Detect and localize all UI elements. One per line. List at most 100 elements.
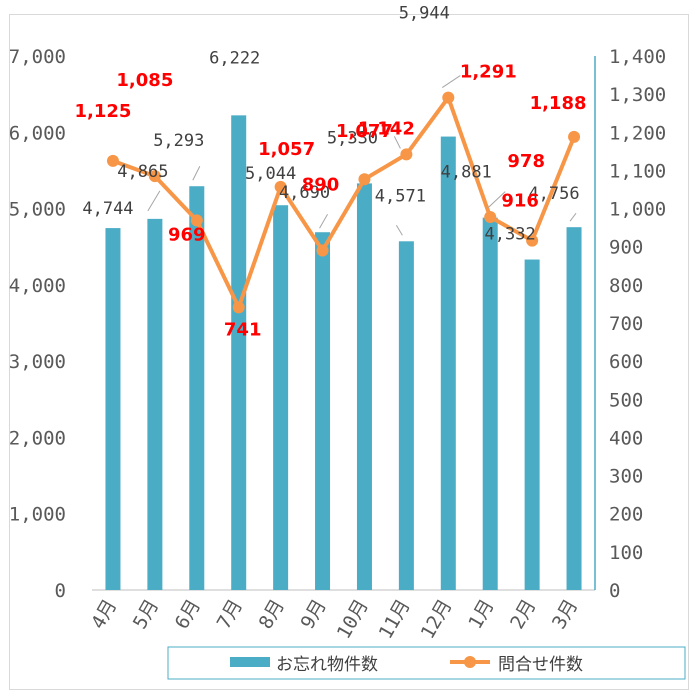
- x-tick-label: 10月: [333, 596, 373, 643]
- y-right-tick-label: 500: [609, 389, 643, 411]
- y-left-tick-label: 4,000: [9, 275, 66, 297]
- bar-data-label: 4,881: [441, 163, 492, 183]
- line-data-label: 969: [168, 224, 206, 245]
- x-tick-label: 6月: [171, 596, 205, 633]
- bar-label-leader: [319, 213, 328, 229]
- bar: [147, 218, 163, 590]
- bar: [566, 227, 582, 590]
- y-right-tick-label: 600: [609, 351, 643, 373]
- y-right-tick-label: 1,000: [609, 199, 666, 221]
- y-right-tick-label: 200: [609, 504, 643, 526]
- y-right-tick-label: 100: [609, 542, 643, 564]
- y-left-tick-label: 1,000: [9, 504, 66, 526]
- line-point: [106, 154, 119, 167]
- bar: [273, 205, 289, 591]
- line-data-label: 978: [507, 151, 545, 172]
- y-right-tick-label: 400: [609, 427, 643, 449]
- bar-data-label: 4,865: [117, 162, 168, 182]
- bar-label-leader: [487, 191, 506, 209]
- x-tick-label: 4月: [87, 596, 121, 633]
- line-label-leader: [393, 136, 401, 149]
- line-point: [568, 130, 581, 143]
- bar-label-leader: [147, 190, 161, 212]
- y-left-tick-label: 6,000: [9, 122, 66, 144]
- bar: [315, 232, 331, 590]
- bar: [524, 259, 540, 590]
- y-left-tick-label: 0: [55, 580, 66, 602]
- line-point: [400, 148, 413, 161]
- line-data-label: 1,057: [258, 139, 315, 160]
- x-tick-label: 5月: [129, 596, 163, 633]
- legend-line-marker: [464, 656, 476, 668]
- bar-data-label: 4,690: [279, 183, 330, 203]
- bar-data-label: 5,293: [153, 131, 204, 151]
- y-right-tick-label: 1,200: [609, 122, 666, 144]
- line-point: [526, 234, 539, 247]
- x-tick-label: 11月: [375, 596, 415, 643]
- legend: お忘れ物件数 問合せ件数: [167, 646, 686, 680]
- bar-label-leader: [192, 165, 201, 181]
- y-left-tick-label: 7,000: [9, 46, 66, 68]
- bar-series: [105, 115, 582, 591]
- line-data-label: 1,188: [530, 93, 587, 114]
- x-tick-label: 8月: [255, 596, 289, 633]
- legend-bar-label: お忘れ物件数: [276, 655, 378, 675]
- bar: [482, 217, 498, 591]
- bar: [440, 136, 456, 590]
- line-point: [274, 180, 287, 193]
- line-point: [484, 210, 497, 223]
- line-data-label: 1,077: [336, 121, 393, 142]
- x-tick-label: 2月: [506, 596, 540, 633]
- y-left-tick-label: 3,000: [9, 351, 66, 373]
- y-left-tick-label: 5,000: [9, 199, 66, 221]
- line-point: [358, 173, 371, 186]
- line-point: [316, 244, 329, 257]
- bar-data-label: 4,571: [375, 186, 426, 206]
- bar-label-leader: [395, 225, 403, 236]
- line-data-label: 1,085: [116, 70, 173, 91]
- bar-data-label: 5,044: [245, 164, 296, 184]
- line-point: [148, 170, 161, 183]
- bar: [231, 115, 247, 591]
- y-right-tick-label: 900: [609, 237, 643, 259]
- bar: [105, 228, 121, 590]
- legend-line-label: 問合せ件数: [498, 655, 583, 675]
- line-data-label: 890: [302, 175, 340, 196]
- line-series: [106, 91, 581, 314]
- bar-label-leader: [569, 212, 577, 222]
- x-tick-label: 9月: [297, 596, 331, 633]
- bar-data-label: 5,330: [327, 128, 378, 148]
- line-data-label: 916: [501, 191, 539, 212]
- x-tick-label: 1月: [464, 596, 498, 633]
- line-data-label: 1,142: [358, 118, 415, 139]
- line-label-leader: [442, 75, 461, 88]
- line-data-label: 1,291: [460, 62, 517, 83]
- y-left-tick-label: 2,000: [9, 427, 66, 449]
- bar: [189, 186, 205, 590]
- x-tick-label: 3月: [548, 596, 582, 633]
- x-tick-label: 7月: [213, 596, 247, 633]
- bar-data-label: 4,756: [528, 184, 579, 204]
- bar-data-label: 4,744: [82, 199, 133, 219]
- y-right-tick-label: 1,100: [609, 160, 666, 182]
- y-right-tick-label: 300: [609, 466, 643, 488]
- y-right-tick-label: 0: [609, 580, 620, 602]
- line-data-label: 1,125: [74, 101, 131, 122]
- y-right-tick-label: 1,300: [609, 84, 666, 106]
- line-path: [112, 95, 576, 310]
- bar: [398, 241, 414, 590]
- line-point: [232, 301, 245, 314]
- x-tick-label: 12月: [417, 596, 457, 643]
- y-right-tick-label: 1,400: [609, 46, 666, 68]
- line-point: [190, 214, 203, 227]
- legend-bar-swatch: [230, 657, 270, 667]
- bar-data-label: 5,944: [399, 4, 450, 24]
- bar-data-label: 6,222: [209, 48, 260, 68]
- bar: [356, 183, 372, 590]
- y-right-tick-label: 800: [609, 275, 643, 297]
- chart-frame: [9, 14, 689, 690]
- line-data-label: 741: [224, 319, 262, 340]
- line-point: [442, 91, 455, 104]
